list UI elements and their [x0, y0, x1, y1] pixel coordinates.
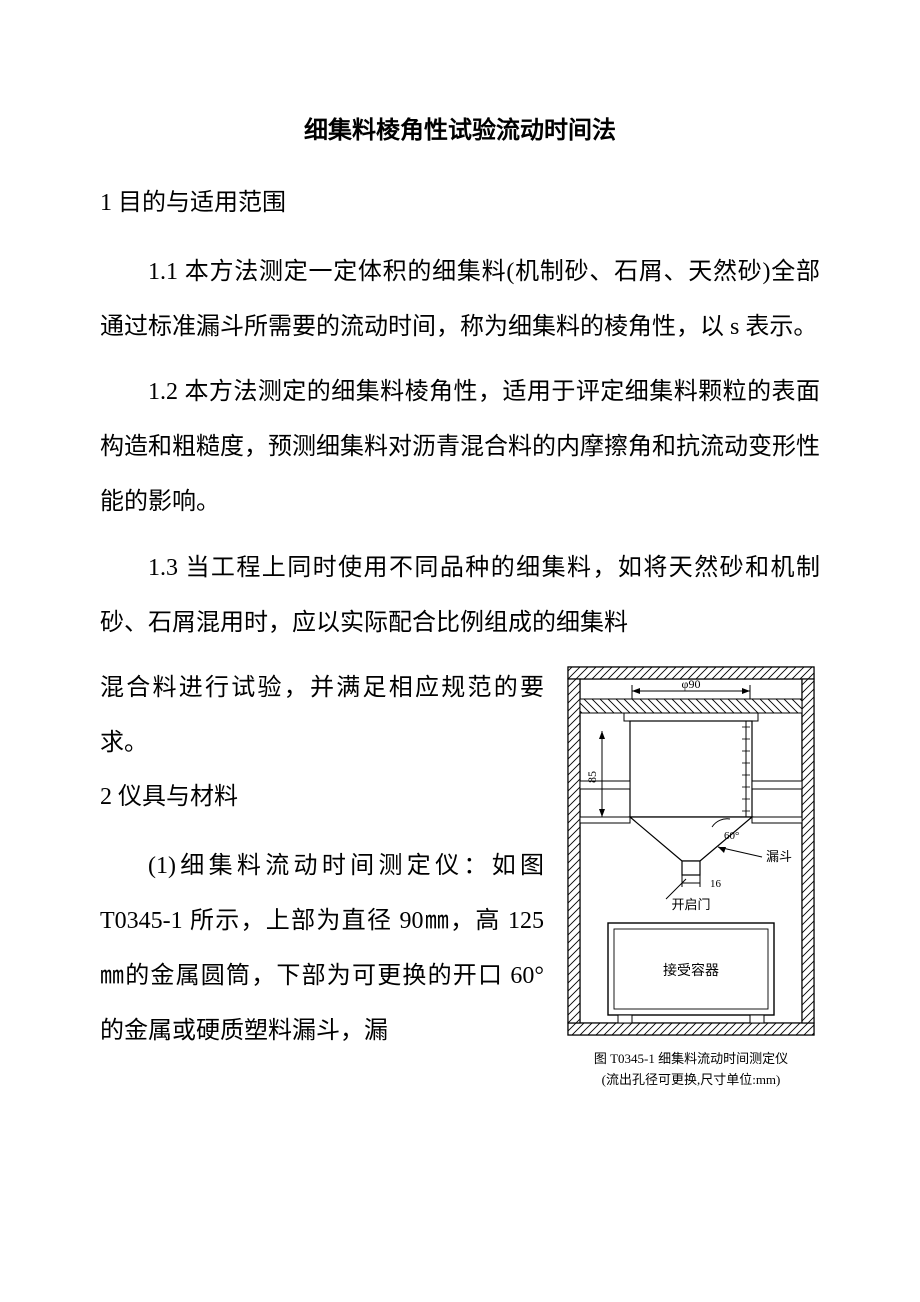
dim-diameter-label: φ90: [682, 677, 701, 691]
figure-caption-line1: 图 T0345-1 细集料流动时间测定仪: [562, 1049, 820, 1070]
dim-angle-label: 60°: [724, 830, 739, 842]
section-2-heading: 2 仪具与材料: [100, 781, 544, 815]
text-figure-row: 混合料进行试验，并满足相应规范的要求。 2 仪具与材料 (1)细集料流动时间测定…: [100, 661, 820, 1091]
gate-label: 开启门: [671, 897, 710, 912]
document-title: 细集料棱角性试验流动时间法: [100, 110, 820, 145]
paragraph-1-3a: 1.3 当工程上同时使用不同品种的细集料，如将天然砂和机制砂、石屑混用时，应以实…: [100, 541, 820, 651]
section-1-heading: 1 目的与适用范围: [100, 187, 820, 221]
apparatus-diagram-svg: φ90: [562, 661, 820, 1041]
paragraph-1-3b: 混合料进行试验，并满足相应规范的要求。: [100, 661, 544, 771]
funnel-label: 漏斗: [766, 849, 792, 864]
receiver-label: 接受容器: [663, 962, 719, 979]
paragraph-1-1: 1.1 本方法测定一定体积的细集料(机制砂、石屑、天然砂)全部通过标准漏斗所需要…: [100, 245, 820, 355]
text-column: 混合料进行试验，并满足相应规范的要求。 2 仪具与材料 (1)细集料流动时间测定…: [100, 661, 544, 1070]
document-page: 细集料棱角性试验流动时间法 1 目的与适用范围 1.1 本方法测定一定体积的细集…: [0, 0, 920, 1131]
paragraph-2-1: (1)细集料流动时间测定仪：如图 T0345-1 所示，上部为直径 90㎜，高 …: [100, 839, 544, 1060]
apparatus-figure: φ90: [562, 661, 820, 1041]
figure-caption: 图 T0345-1 细集料流动时间测定仪 (流出孔径可更换,尺寸单位:mm): [562, 1049, 820, 1091]
paragraph-1-2: 1.2 本方法测定的细集料棱角性，适用于评定细集料颗粒的表面构造和粗糙度，预测细…: [100, 365, 820, 531]
figure-column: φ90: [562, 661, 820, 1091]
dim-height-label: 85: [585, 771, 599, 783]
figure-caption-line2: (流出孔径可更换,尺寸单位:mm): [562, 1070, 820, 1091]
dim-orifice-label: 16: [710, 878, 722, 890]
